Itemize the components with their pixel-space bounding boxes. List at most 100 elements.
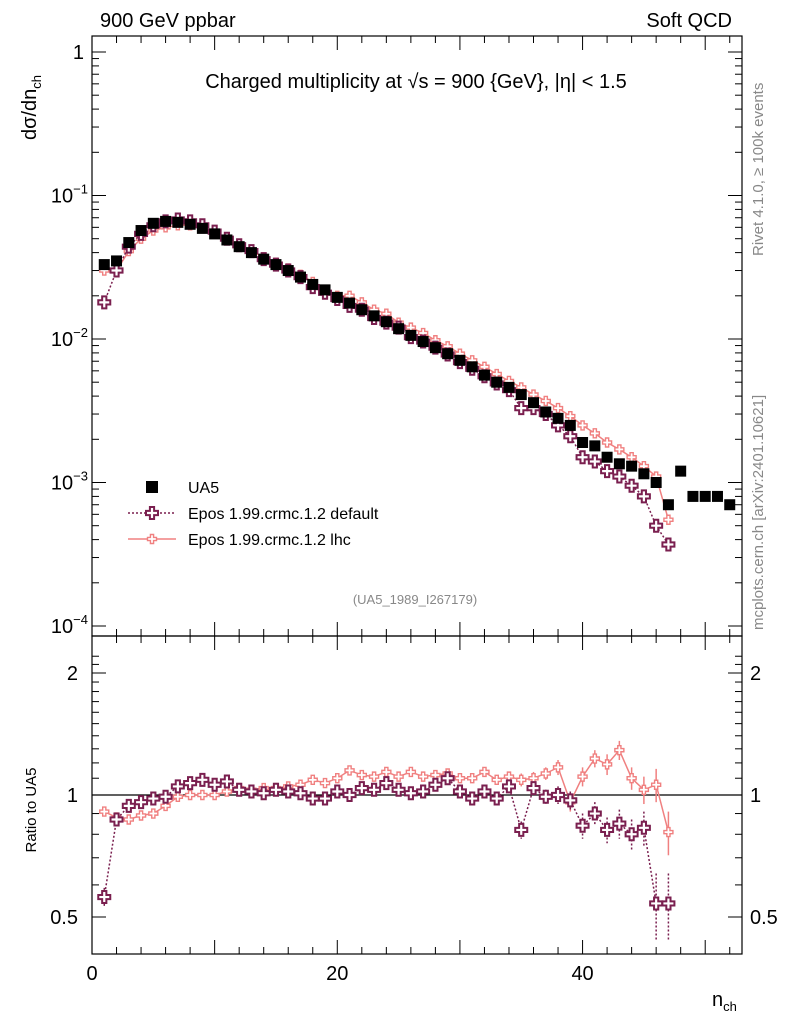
lhc-ratio-point [344, 765, 355, 776]
ua5-point [577, 436, 589, 448]
default-ratio-point [452, 784, 467, 799]
series-line [104, 224, 670, 520]
ua5-point [282, 265, 294, 277]
legend-ua5-label: UA5 [188, 480, 219, 497]
x-tick-label: 0 [86, 963, 97, 985]
ua5-point [699, 490, 711, 502]
ua5-point [393, 323, 405, 335]
ua5-point [454, 354, 466, 366]
lhc-ratio-point [123, 814, 134, 825]
lhc-ratio-point [417, 771, 429, 782]
default-ratio-point [612, 816, 627, 831]
ua5-point [196, 222, 208, 234]
ua5-point [209, 228, 221, 240]
default-ratio-point [183, 776, 198, 791]
ua5-point [135, 225, 147, 237]
lhc-ratio-point [614, 744, 625, 756]
ua5-point [258, 253, 270, 265]
ua5-point [221, 234, 233, 246]
ua5-point [245, 247, 257, 259]
legend-default-marker [145, 506, 159, 520]
lhc-ratio-point [466, 773, 478, 784]
default-ratio-point [636, 820, 651, 835]
default-ratio-point [256, 786, 271, 801]
default-ratio-point [293, 786, 308, 801]
ua5-point [233, 241, 245, 253]
default-ratio-point [268, 782, 283, 797]
ratio-tick-label-right: 2 [750, 663, 761, 685]
default-ratio-point [134, 795, 149, 810]
default-ratio-point [600, 822, 615, 837]
mcplots-label: mcplots.cern.ch [arXiv:2401.10621] [750, 395, 767, 630]
default-point [514, 401, 529, 416]
default-ratio-point [379, 776, 394, 791]
default-ratio-point [551, 788, 566, 802]
ratio-tick-label: 1 [67, 785, 78, 807]
ua5-point [528, 397, 540, 409]
default-ratio-point [219, 774, 234, 789]
y-tick-label: 10−1 [51, 182, 88, 208]
default-ratio-point [428, 777, 443, 792]
lhc-ratio-point [148, 808, 159, 819]
lhc-point [552, 402, 564, 414]
default-ratio-point [330, 784, 345, 799]
lhc-ratio-point [454, 773, 466, 784]
lhc-ratio-point [99, 806, 110, 817]
lhc-ratio-point [381, 766, 392, 778]
lhc-point [614, 444, 625, 455]
legend-default-label: Epos 1.99.crmc.1.2 default [188, 506, 379, 523]
default-point [109, 263, 124, 278]
y-tick-label: 10−4 [51, 612, 88, 638]
default-ratio-point [305, 791, 320, 806]
ua5-point [638, 468, 650, 480]
ua5-point [675, 465, 687, 477]
lhc-ratio-point [221, 786, 233, 797]
ua5-point [111, 255, 123, 267]
ratio-y-axis-label: Ratio to UA5 [23, 767, 40, 852]
default-ratio-point [563, 793, 578, 808]
default-ratio-point [416, 784, 431, 799]
x-axis-label: nch [712, 989, 737, 1014]
lhc-point [540, 395, 551, 407]
ua5-point [724, 499, 736, 511]
legend-ua5-marker [146, 481, 158, 493]
default-ratio-point [587, 806, 602, 821]
svg-text:nch: nch [712, 989, 737, 1014]
ua5-point [98, 259, 110, 271]
lhc-point [577, 420, 588, 431]
ua5-point [429, 342, 441, 354]
ua5-point [307, 278, 319, 290]
y-tick-label: 10−3 [51, 469, 88, 495]
default-ratio-point [318, 791, 333, 806]
ua5-point [662, 499, 674, 511]
default-point [624, 478, 639, 493]
default-ratio-point [244, 784, 259, 799]
ua5-point [711, 490, 723, 502]
ratio-tick-label: 0.5 [50, 907, 78, 929]
default-ratio-point [195, 772, 210, 787]
ua5-point [417, 336, 429, 348]
default-ratio-point [367, 782, 382, 797]
ua5-point [540, 406, 552, 418]
default-ratio-point [661, 896, 676, 911]
default-ratio-point [281, 784, 296, 799]
lhc-point [601, 437, 613, 448]
chart-title: Charged multiplicity at √s = 900 {GeV}, … [205, 71, 627, 93]
analysis-id: (UA5_1989_I267179) [353, 592, 477, 607]
default-ratio-point [477, 784, 492, 799]
lhc-ratio-point [135, 810, 147, 821]
lhc-ratio-point [405, 766, 417, 778]
ua5-point [626, 460, 638, 472]
ua5-point [160, 215, 172, 227]
default-ratio-point [526, 781, 541, 796]
default-ratio-point [170, 779, 185, 794]
default-ratio-point [158, 789, 173, 804]
default-ratio-point [97, 890, 112, 905]
ua5-point [515, 389, 527, 401]
default-ratio-point [624, 827, 639, 842]
ua5-point [491, 376, 503, 388]
ua5-point [344, 297, 356, 309]
ua5-point [356, 304, 368, 316]
default-point [661, 537, 676, 552]
ua5-point [368, 310, 380, 322]
